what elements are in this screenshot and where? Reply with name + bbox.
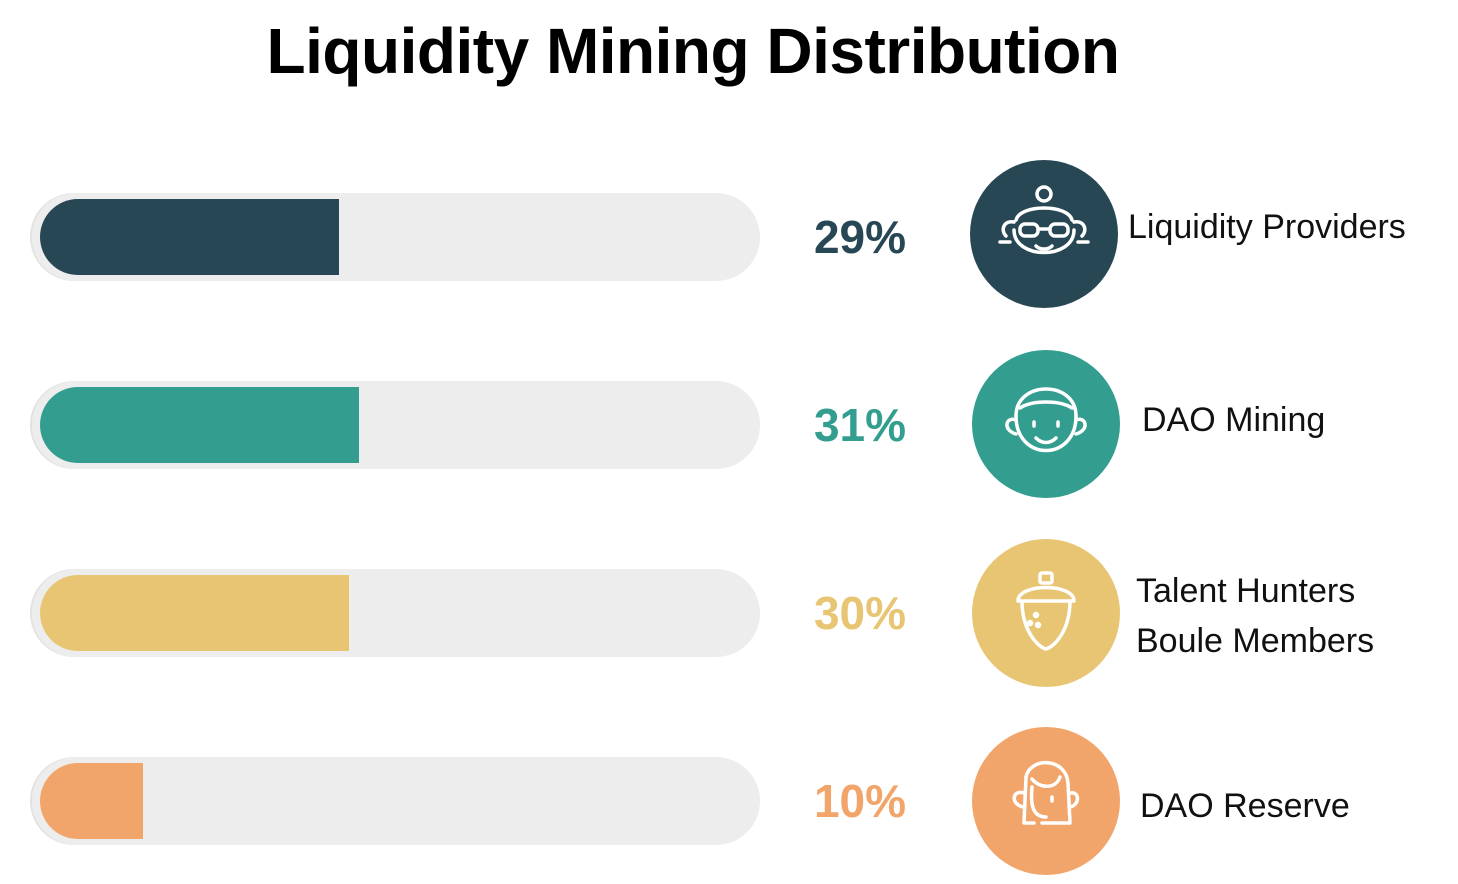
category-label: DAO Reserve <box>1140 781 1350 831</box>
smiling-face-icon <box>972 350 1120 498</box>
chart-title: Liquidity Mining Distribution <box>266 15 1120 87</box>
bar-track <box>30 381 760 469</box>
category-label-line: DAO Reserve <box>1140 787 1350 825</box>
category-label-line: DAO Mining <box>1142 401 1326 439</box>
category-label: DAO Mining <box>1142 395 1325 445</box>
acorn-icon <box>972 539 1120 687</box>
bar-row-dao-mining: 31% DAO Mining <box>0 350 1458 500</box>
bar-track <box>30 757 760 845</box>
person-with-glasses-icon <box>970 160 1118 308</box>
woman-profile-icon <box>972 727 1120 875</box>
bar-track <box>30 569 760 657</box>
bar-fill <box>40 199 339 275</box>
bar-fill <box>40 575 349 651</box>
percent-label: 29% <box>813 211 907 263</box>
percent-label: 31% <box>813 399 907 451</box>
category-label-line: Liquidity Providers <box>1128 208 1406 246</box>
bar-fill <box>40 387 359 463</box>
bar-row-liquidity-providers: 29% Liquidity Providers <box>0 160 1458 310</box>
bar-track <box>30 193 760 281</box>
bar-row-dao-reserve: 10% DAO Reserve <box>0 727 1458 877</box>
percent-label: 30% <box>813 587 907 639</box>
percent-label: 10% <box>813 775 907 827</box>
category-label-line: Boule Members <box>1136 622 1375 660</box>
bar-row-talent-hunters: 30% Talent Hunters Boule Members <box>0 539 1458 689</box>
category-label: Talent Hunters Boule Members <box>1136 566 1374 666</box>
category-label: Liquidity Providers <box>1128 202 1406 252</box>
category-label-line: Talent Hunters <box>1136 572 1356 610</box>
bar-fill <box>40 763 143 839</box>
